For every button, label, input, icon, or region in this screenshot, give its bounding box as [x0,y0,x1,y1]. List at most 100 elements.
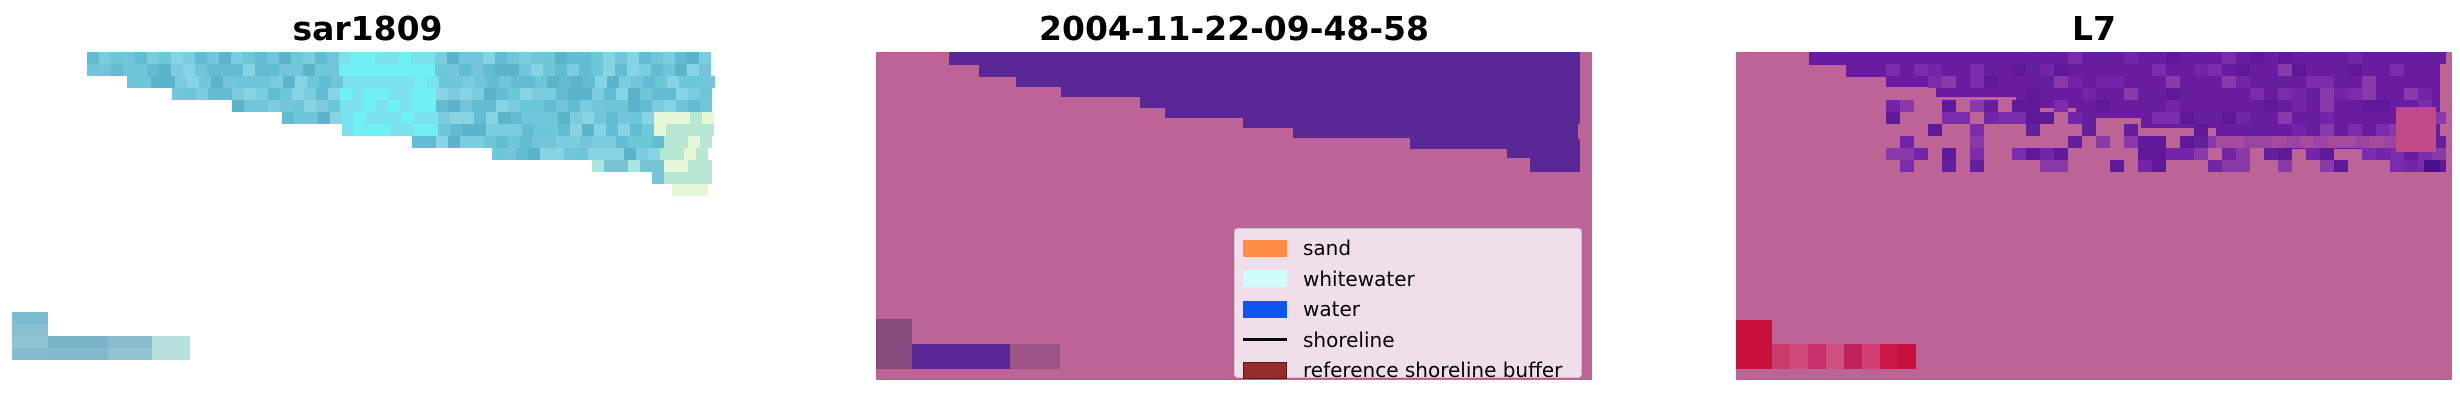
probability-pixel [2222,160,2236,172]
image-pixel [654,124,666,136]
image-pixel [343,76,355,88]
image-pixel [450,124,462,136]
image-pixel [12,312,48,324]
probability-pixel [1844,344,1862,369]
image-pixel [678,112,690,124]
probability-pixel [2250,124,2264,136]
image-pixel [111,52,123,64]
image-pixel [664,136,676,148]
image-pixel [291,64,303,76]
image-pixel [448,100,460,112]
image-pixel [496,100,508,112]
image-pixel [520,136,532,148]
image-pixel [676,160,688,172]
probability-pixel [2278,112,2292,124]
probability-pixel [2194,64,2208,76]
image-pixel [576,148,588,160]
probability-pixel [2012,64,2026,76]
image-pixel [616,160,628,172]
image-pixel [447,52,459,64]
image-pixel [499,76,511,88]
probability-pixel [2292,124,2306,136]
image-pixel [679,76,691,88]
image-pixel [423,64,435,76]
image-pixel [366,112,378,124]
probability-pixel [1808,344,1826,369]
water-lower-patch [912,344,1010,369]
image-pixel [619,76,631,88]
image-pixel [516,148,528,160]
probability-pixel [2250,52,2264,64]
probability-pixel [2026,148,2040,160]
image-pixel [399,52,411,64]
image-pixel [439,76,451,88]
image-pixel [663,64,675,76]
probability-pixel [2278,148,2292,160]
image-pixel [612,148,624,160]
image-pixel [219,52,231,64]
probability-pixel [2292,100,2306,112]
probability-pixel [2390,160,2404,172]
probability-pixel [2278,76,2292,88]
probability-pixel [2404,88,2418,100]
probability-pixel [2334,88,2348,100]
probability-pixel [2180,112,2194,124]
image-pixel [207,52,219,64]
image-pixel [652,88,664,100]
image-pixel [700,160,712,172]
image-pixel [363,52,375,64]
image-pixel [352,88,364,100]
image-pixel [283,76,295,88]
image-pixel [111,64,123,76]
probability-pixel [2320,76,2334,88]
probability-pixel [2278,88,2292,100]
probability-pixel [2166,52,2180,64]
image-pixel [604,160,616,172]
probability-pixel [1970,124,1984,136]
image-pixel [544,88,556,100]
probability-pixel [2320,148,2334,160]
image-pixel [151,76,163,88]
image-pixel [507,52,519,64]
image-pixel [472,88,484,100]
image-pixel [351,64,363,76]
probability-pixel [1984,100,1998,112]
image-pixel [388,100,400,112]
probability-pixel [2236,76,2250,88]
image-pixel [628,88,640,100]
probability-pixel [2222,76,2236,88]
probability-pixel [1956,112,1970,124]
probability-pixel [1826,344,1844,369]
image-pixel [556,88,568,100]
image-pixel [652,136,664,148]
probability-pixel [1942,160,1956,172]
image-pixel [495,64,507,76]
probability-pixel [2138,52,2152,64]
probability-pixel [2348,124,2362,136]
image-pixel [235,76,247,88]
probability-pixel [2376,124,2390,136]
image-pixel [580,88,592,100]
probability-pixel [1970,76,1984,88]
image-pixel [564,148,576,160]
probability-pixel [2026,124,2040,136]
probability-pixel [1970,148,1984,160]
image-pixel [520,88,532,100]
panel-title-l7: L7 [2072,9,2116,48]
image-pixel [628,136,640,148]
probability-pixel [2068,76,2082,88]
probability-pixel [2306,124,2320,136]
image-pixel [546,112,558,124]
image-pixel [304,100,316,112]
image-pixel [522,112,534,124]
image-pixel [663,52,675,64]
image-pixel [147,52,159,64]
image-pixel [510,124,522,136]
image-pixel [459,64,471,76]
image-pixel [510,112,522,124]
image-pixel [703,76,715,88]
image-pixel [642,112,654,124]
image-pixel [340,100,352,112]
shore-mark-left [1736,320,1772,369]
probability-pixel [2292,88,2306,100]
